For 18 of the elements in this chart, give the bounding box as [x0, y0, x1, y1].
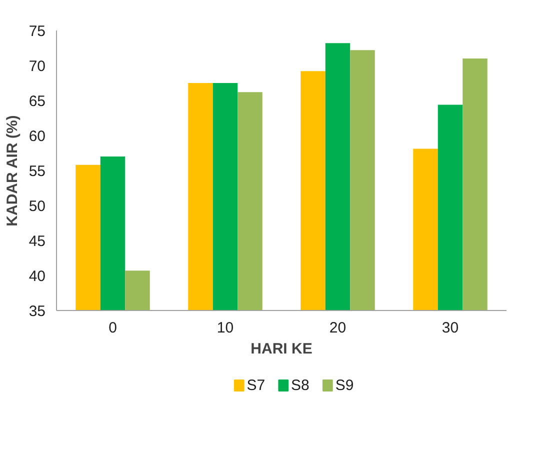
x-tick-label: 0	[108, 320, 117, 336]
y-axis-title: KADAR AIR (%)	[4, 115, 21, 226]
y-tick-label: 50	[28, 198, 46, 215]
y-tick-label: 60	[28, 128, 46, 145]
legend-label: S9	[335, 377, 354, 394]
y-tick-label: 35	[28, 303, 46, 320]
y-tick-label: 40	[28, 268, 46, 285]
legend-label: S8	[291, 377, 310, 394]
y-tick-label: 70	[28, 58, 46, 75]
x-tick-label: 30	[442, 320, 459, 336]
legend-label: S7	[246, 377, 266, 394]
x-axis-title: HARI KE	[250, 340, 312, 358]
x-tick-label: 20	[329, 320, 346, 336]
y-tick-label: 65	[28, 93, 46, 110]
y-tick-label: 75	[28, 23, 46, 40]
y-tick-label: 55	[28, 163, 46, 180]
y-tick-label: 45	[28, 233, 46, 250]
x-tick-label: 10	[216, 320, 234, 336]
